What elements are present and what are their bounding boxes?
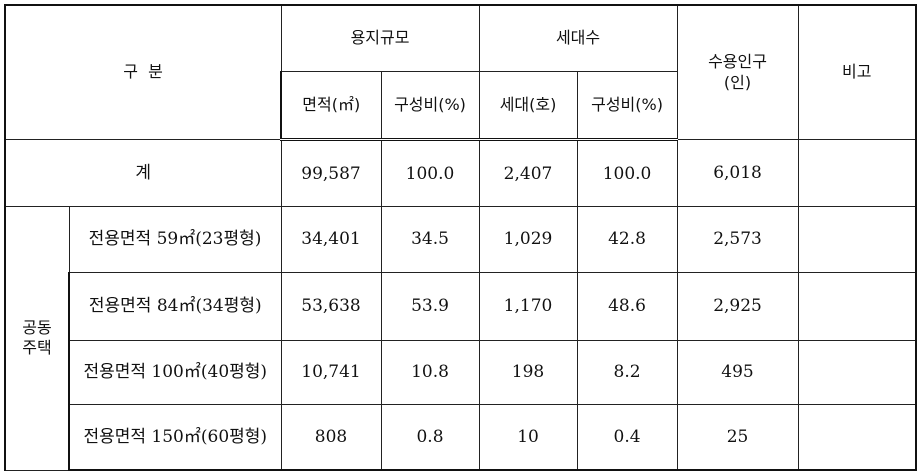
row-remark bbox=[797, 271, 918, 341]
row-remark bbox=[797, 339, 918, 406]
header-population: 수용인구 (인) bbox=[676, 4, 799, 141]
row-label: 전용면적 59㎡(23평형) bbox=[68, 206, 282, 273]
header-hh-count: 세대(호) bbox=[478, 70, 578, 142]
row-area: 53,638 bbox=[280, 271, 382, 341]
table-row: 전용면적 150㎡(60평형) 808 0.8 10 0.4 25 bbox=[5, 404, 918, 472]
header-households: 세대수 bbox=[478, 3, 678, 72]
row-area: 34,401 bbox=[280, 206, 382, 273]
table-row: 공동 주택 전용면적 59㎡(23평형) 34,401 34.5 1,029 4… bbox=[4, 206, 918, 471]
total-hh: 2,407 bbox=[478, 139, 578, 208]
total-area: 99,587 bbox=[280, 139, 382, 208]
row-label: 전용면적 150㎡(60평형) bbox=[68, 404, 282, 472]
total-label: 계 bbox=[4, 139, 282, 208]
header-remarks: 비고 bbox=[797, 4, 918, 141]
row-remark bbox=[797, 404, 918, 472]
header-area: 면적(㎡) bbox=[280, 70, 382, 142]
total-area-ratio: 100.0 bbox=[380, 139, 480, 208]
group-label: 공동 주택 bbox=[4, 206, 70, 471]
row-area-ratio: 53.9 bbox=[380, 271, 480, 341]
row-area: 10,741 bbox=[280, 339, 382, 406]
total-pop: 6,018 bbox=[676, 139, 799, 208]
row-hh-ratio: 42.8 bbox=[576, 206, 678, 273]
row-pop: 495 bbox=[676, 339, 799, 406]
header-hh-ratio: 구성비(%) bbox=[576, 70, 678, 142]
total-remark bbox=[797, 139, 918, 208]
row-area-ratio: 34.5 bbox=[380, 206, 480, 273]
row-area-ratio: 0.8 bbox=[380, 404, 480, 472]
row-hh-ratio: 8.2 bbox=[576, 339, 678, 406]
row-label: 전용면적 100㎡(40평형) bbox=[68, 339, 282, 406]
row-remark bbox=[797, 206, 918, 273]
header-area-ratio: 구성비(%) bbox=[380, 70, 480, 142]
row-pop: 25 bbox=[676, 404, 799, 472]
row-hh-ratio: 0.4 bbox=[576, 404, 678, 472]
land-use-table: 구 분 용지규모 세대수 수용인구 (인) 비고 면적(㎡) 구성비(%) 세대… bbox=[4, 3, 918, 472]
row-hh: 10 bbox=[478, 404, 578, 472]
row-hh: 1,029 bbox=[478, 206, 578, 273]
row-hh: 198 bbox=[478, 339, 578, 406]
table-row: 전용면적 100㎡(40평형) 10,741 10.8 198 8.2 495 bbox=[5, 339, 918, 406]
row-label: 전용면적 84㎡(34평형) bbox=[68, 271, 282, 341]
header-land-scale: 용지규모 bbox=[280, 3, 480, 72]
total-row: 계 99,587 100.0 2,407 100.0 6,018 bbox=[4, 139, 918, 208]
row-hh-ratio: 48.6 bbox=[576, 271, 678, 341]
row-area-ratio: 10.8 bbox=[380, 339, 480, 406]
row-pop: 2,925 bbox=[676, 271, 799, 341]
row-area: 808 bbox=[280, 404, 382, 472]
row-hh: 1,170 bbox=[478, 271, 578, 341]
table-row: 전용면적 84㎡(34평형) 53,638 53.9 1,170 48.6 2,… bbox=[5, 271, 918, 341]
header-category: 구 분 bbox=[4, 4, 282, 141]
total-hh-ratio: 100.0 bbox=[576, 139, 678, 208]
row-pop: 2,573 bbox=[676, 206, 799, 273]
